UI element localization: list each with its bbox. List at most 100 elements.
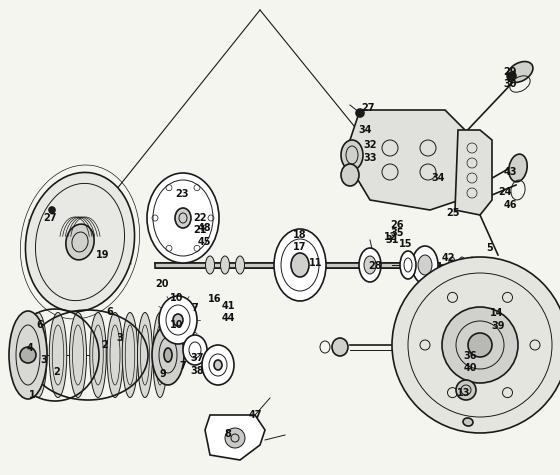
Text: 19: 19	[96, 250, 110, 260]
Text: 35: 35	[390, 228, 404, 238]
Text: 22: 22	[193, 213, 207, 223]
Text: 4: 4	[27, 343, 34, 353]
Ellipse shape	[164, 348, 172, 362]
Text: 30: 30	[503, 79, 517, 89]
Text: 3: 3	[41, 355, 48, 365]
Circle shape	[225, 428, 245, 448]
Ellipse shape	[90, 313, 106, 398]
Ellipse shape	[341, 140, 363, 170]
Ellipse shape	[49, 313, 67, 398]
Circle shape	[20, 347, 36, 363]
Ellipse shape	[173, 314, 183, 326]
Circle shape	[356, 109, 364, 117]
Text: 10: 10	[170, 293, 184, 303]
Text: 3: 3	[116, 333, 123, 343]
Text: 46: 46	[503, 200, 517, 210]
Polygon shape	[350, 110, 470, 210]
Text: 26: 26	[390, 220, 404, 230]
Ellipse shape	[206, 256, 214, 274]
Text: 14: 14	[490, 308, 504, 318]
Ellipse shape	[418, 255, 432, 275]
Polygon shape	[205, 415, 265, 460]
Text: 16: 16	[208, 294, 222, 304]
Text: 6: 6	[36, 320, 43, 330]
Text: 43: 43	[503, 167, 517, 177]
Ellipse shape	[412, 246, 438, 284]
Ellipse shape	[152, 325, 184, 385]
Text: 44: 44	[221, 313, 235, 323]
Text: 8: 8	[225, 429, 231, 439]
Ellipse shape	[449, 257, 455, 273]
Text: 48: 48	[197, 223, 211, 233]
Text: 11: 11	[309, 258, 323, 268]
Ellipse shape	[400, 251, 416, 279]
Polygon shape	[155, 263, 440, 268]
Ellipse shape	[153, 313, 167, 398]
Ellipse shape	[29, 313, 47, 398]
Ellipse shape	[66, 224, 94, 260]
Ellipse shape	[469, 257, 475, 273]
Text: 41: 41	[221, 301, 235, 311]
Text: 5: 5	[487, 243, 493, 253]
Ellipse shape	[25, 172, 134, 312]
Text: 15: 15	[399, 239, 413, 249]
Ellipse shape	[332, 338, 348, 356]
Text: 32: 32	[363, 140, 377, 150]
Text: 29: 29	[503, 67, 517, 77]
Text: 27: 27	[361, 103, 375, 113]
Ellipse shape	[138, 313, 152, 398]
Text: 33: 33	[363, 153, 377, 163]
Ellipse shape	[236, 256, 245, 274]
Circle shape	[442, 307, 518, 383]
Text: 31: 31	[385, 235, 399, 245]
Ellipse shape	[214, 360, 222, 370]
Ellipse shape	[291, 253, 309, 277]
Text: 23: 23	[175, 189, 189, 199]
Text: 6: 6	[106, 307, 113, 317]
Text: 21: 21	[193, 225, 207, 235]
Text: 17: 17	[293, 242, 307, 252]
Circle shape	[392, 257, 560, 433]
Text: 9: 9	[160, 369, 166, 379]
Ellipse shape	[507, 62, 533, 83]
Text: 47: 47	[248, 410, 262, 420]
Ellipse shape	[463, 418, 473, 426]
Ellipse shape	[274, 229, 326, 301]
Text: 39: 39	[491, 321, 505, 331]
Text: 10: 10	[170, 320, 184, 330]
Ellipse shape	[202, 345, 234, 385]
Text: 40: 40	[463, 363, 477, 373]
Ellipse shape	[122, 313, 138, 398]
Text: 28: 28	[368, 261, 382, 271]
Circle shape	[508, 72, 516, 80]
Circle shape	[468, 333, 492, 357]
Text: 2: 2	[54, 367, 60, 377]
Text: 12: 12	[384, 232, 398, 242]
Text: 7: 7	[192, 303, 198, 313]
Ellipse shape	[509, 154, 527, 182]
Circle shape	[456, 380, 476, 400]
Ellipse shape	[359, 248, 381, 282]
Ellipse shape	[175, 208, 191, 228]
Text: 37: 37	[190, 353, 204, 363]
Ellipse shape	[341, 164, 359, 186]
Text: 13: 13	[458, 388, 471, 398]
Text: 27: 27	[43, 213, 57, 223]
Text: 1: 1	[29, 390, 35, 400]
Text: 38: 38	[190, 366, 204, 376]
Text: 7: 7	[180, 361, 186, 371]
Polygon shape	[455, 130, 492, 215]
Ellipse shape	[147, 173, 219, 263]
Ellipse shape	[107, 313, 123, 398]
Text: 45: 45	[197, 237, 211, 247]
Text: 34: 34	[431, 173, 445, 183]
Ellipse shape	[69, 313, 86, 398]
Text: 42: 42	[441, 253, 455, 263]
Text: 2: 2	[101, 340, 109, 350]
Ellipse shape	[364, 256, 376, 274]
Text: 24: 24	[498, 187, 512, 197]
Circle shape	[49, 207, 55, 213]
Text: 34: 34	[358, 125, 372, 135]
Text: 20: 20	[155, 279, 169, 289]
Ellipse shape	[221, 256, 230, 274]
